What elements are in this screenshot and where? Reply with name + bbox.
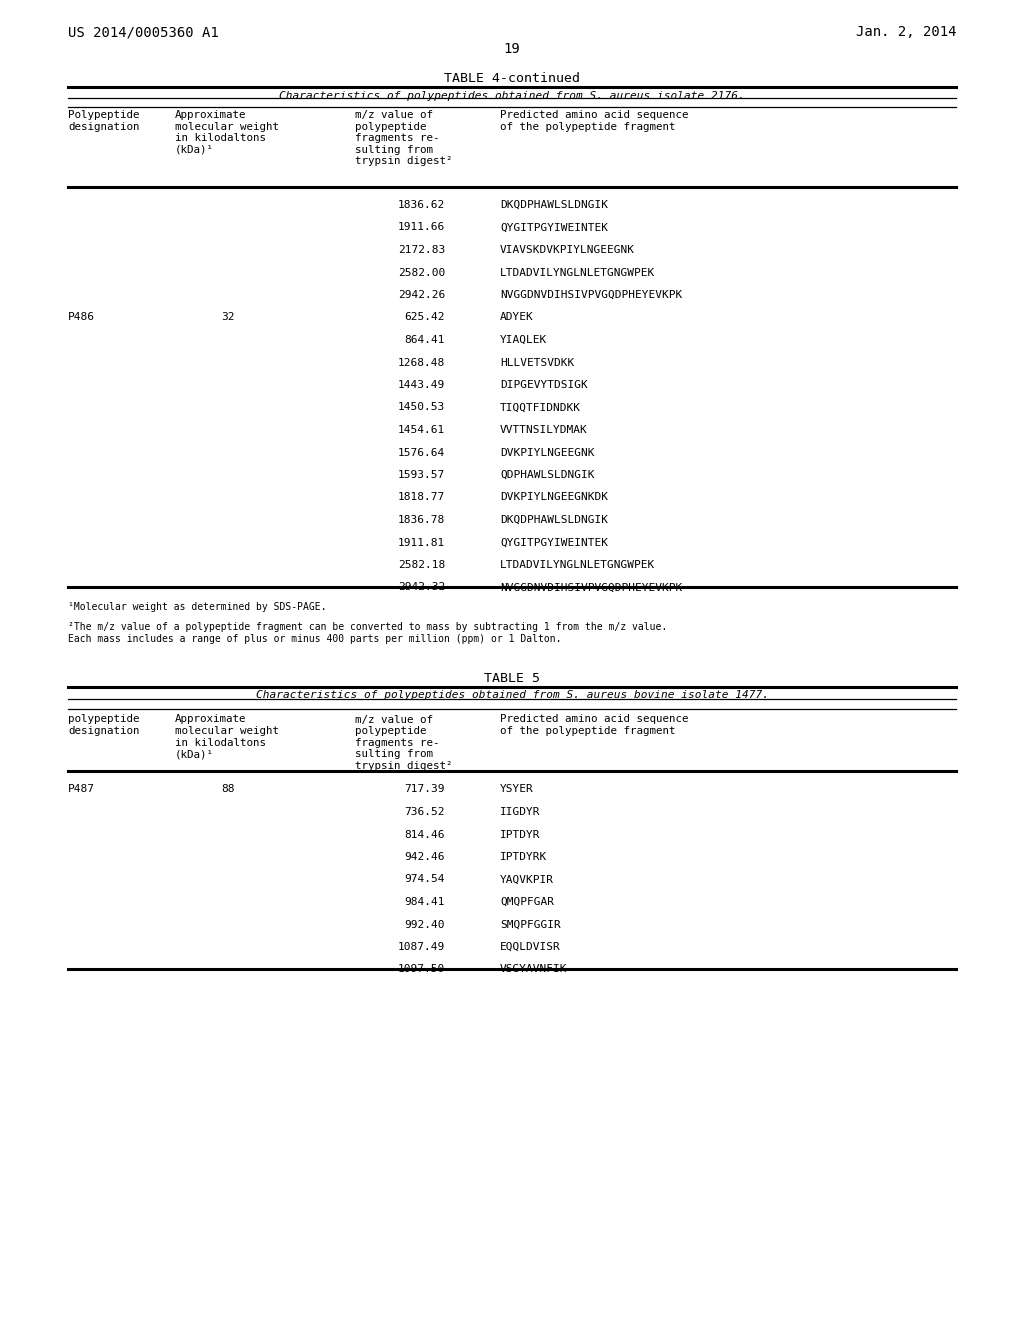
Text: TABLE 4-continued: TABLE 4-continued <box>444 73 580 84</box>
Text: Polypeptide
designation: Polypeptide designation <box>68 110 139 132</box>
Text: DVKPIYLNGEEGNK: DVKPIYLNGEEGNK <box>500 447 595 458</box>
Text: IIGDYR: IIGDYR <box>500 807 541 817</box>
Text: 992.40: 992.40 <box>404 920 445 929</box>
Text: TABLE 5: TABLE 5 <box>484 672 540 685</box>
Text: DKQDPHAWLSLDNGIK: DKQDPHAWLSLDNGIK <box>500 515 608 525</box>
Text: 2582.00: 2582.00 <box>397 268 445 277</box>
Text: 1087.49: 1087.49 <box>397 942 445 952</box>
Text: LTDADVILYNGLNLETGNGWPEK: LTDADVILYNGLNLETGNGWPEK <box>500 560 655 570</box>
Text: QYGITPGYIWEINTEK: QYGITPGYIWEINTEK <box>500 223 608 232</box>
Text: 1443.49: 1443.49 <box>397 380 445 389</box>
Text: 1454.61: 1454.61 <box>397 425 445 436</box>
Text: DVKPIYLNGEEGNKDK: DVKPIYLNGEEGNKDK <box>500 492 608 503</box>
Text: 1576.64: 1576.64 <box>397 447 445 458</box>
Text: 814.46: 814.46 <box>404 829 445 840</box>
Text: ¹Molecular weight as determined by SDS-PAGE.: ¹Molecular weight as determined by SDS-P… <box>68 602 327 612</box>
Text: NVGGDNVDIHSIVPVGQDPHEYEVKPK: NVGGDNVDIHSIVPVGQDPHEYEVKPK <box>500 582 682 593</box>
Text: LTDADVILYNGLNLETGNGWPEK: LTDADVILYNGLNLETGNGWPEK <box>500 268 655 277</box>
Text: YSYER: YSYER <box>500 784 534 795</box>
Text: 864.41: 864.41 <box>404 335 445 345</box>
Text: 1911.66: 1911.66 <box>397 223 445 232</box>
Text: VSGYAVNFIK: VSGYAVNFIK <box>500 965 567 974</box>
Text: YAQVKPIR: YAQVKPIR <box>500 874 554 884</box>
Text: m/z value of
polypeptide
fragments re-
sulting from
trypsin digest²: m/z value of polypeptide fragments re- s… <box>355 110 453 166</box>
Text: Jan. 2, 2014: Jan. 2, 2014 <box>855 25 956 40</box>
Text: P486: P486 <box>68 313 95 322</box>
Text: Characteristics of polypeptides obtained from S. aureus isolate 2176.: Characteristics of polypeptides obtained… <box>280 91 744 102</box>
Text: 625.42: 625.42 <box>404 313 445 322</box>
Text: VVTTNSILYDMAK: VVTTNSILYDMAK <box>500 425 588 436</box>
Text: QYGITPGYIWEINTEK: QYGITPGYIWEINTEK <box>500 537 608 548</box>
Text: 32: 32 <box>221 313 234 322</box>
Text: 1818.77: 1818.77 <box>397 492 445 503</box>
Text: NVGGDNVDIHSIVPVGQDPHEYEVKPK: NVGGDNVDIHSIVPVGQDPHEYEVKPK <box>500 290 682 300</box>
Text: 1911.81: 1911.81 <box>397 537 445 548</box>
Text: 974.54: 974.54 <box>404 874 445 884</box>
Text: 717.39: 717.39 <box>404 784 445 795</box>
Text: m/z value of
polypeptide
fragments re-
sulting from
trypsin digest²: m/z value of polypeptide fragments re- s… <box>355 714 453 771</box>
Text: DIPGEVYTDSIGK: DIPGEVYTDSIGK <box>500 380 588 389</box>
Text: 1593.57: 1593.57 <box>397 470 445 480</box>
Text: 1836.78: 1836.78 <box>397 515 445 525</box>
Text: SMQPFGGIR: SMQPFGGIR <box>500 920 561 929</box>
Text: 2942.32: 2942.32 <box>397 582 445 593</box>
Text: IPTDYR: IPTDYR <box>500 829 541 840</box>
Text: 1268.48: 1268.48 <box>397 358 445 367</box>
Text: 2942.26: 2942.26 <box>397 290 445 300</box>
Text: 19: 19 <box>504 42 520 55</box>
Text: 1450.53: 1450.53 <box>397 403 445 412</box>
Text: Predicted amino acid sequence
of the polypeptide fragment: Predicted amino acid sequence of the pol… <box>500 110 688 132</box>
Text: VIAVSKDVKPIYLNGEEGNK: VIAVSKDVKPIYLNGEEGNK <box>500 246 635 255</box>
Text: polypeptide
designation: polypeptide designation <box>68 714 139 737</box>
Text: Characteristics of polypeptides obtained from S. aureus bovine isolate 1477.: Characteristics of polypeptides obtained… <box>256 690 768 701</box>
Text: ADYEK: ADYEK <box>500 313 534 322</box>
Text: ²The m/z value of a polypeptide fragment can be converted to mass by subtracting: ²The m/z value of a polypeptide fragment… <box>68 623 668 644</box>
Text: 984.41: 984.41 <box>404 898 445 907</box>
Text: 2582.18: 2582.18 <box>397 560 445 570</box>
Text: Approximate
molecular weight
in kilodaltons
(kDa)¹: Approximate molecular weight in kilodalt… <box>175 714 279 759</box>
Text: Predicted amino acid sequence
of the polypeptide fragment: Predicted amino acid sequence of the pol… <box>500 714 688 737</box>
Text: QMQPFGAR: QMQPFGAR <box>500 898 554 907</box>
Text: EQQLDVISR: EQQLDVISR <box>500 942 561 952</box>
Text: 88: 88 <box>221 784 234 795</box>
Text: 1097.50: 1097.50 <box>397 965 445 974</box>
Text: P487: P487 <box>68 784 95 795</box>
Text: Approximate
molecular weight
in kilodaltons
(kDa)¹: Approximate molecular weight in kilodalt… <box>175 110 279 154</box>
Text: 2172.83: 2172.83 <box>397 246 445 255</box>
Text: 1836.62: 1836.62 <box>397 201 445 210</box>
Text: 736.52: 736.52 <box>404 807 445 817</box>
Text: YIAQLEK: YIAQLEK <box>500 335 547 345</box>
Text: IPTDYRK: IPTDYRK <box>500 851 547 862</box>
Text: HLLVETSVDKK: HLLVETSVDKK <box>500 358 574 367</box>
Text: QDPHAWLSLDNGIK: QDPHAWLSLDNGIK <box>500 470 595 480</box>
Text: DKQDPHAWLSLDNGIK: DKQDPHAWLSLDNGIK <box>500 201 608 210</box>
Text: TIQQTFIDNDKK: TIQQTFIDNDKK <box>500 403 581 412</box>
Text: US 2014/0005360 A1: US 2014/0005360 A1 <box>68 25 219 40</box>
Text: 942.46: 942.46 <box>404 851 445 862</box>
